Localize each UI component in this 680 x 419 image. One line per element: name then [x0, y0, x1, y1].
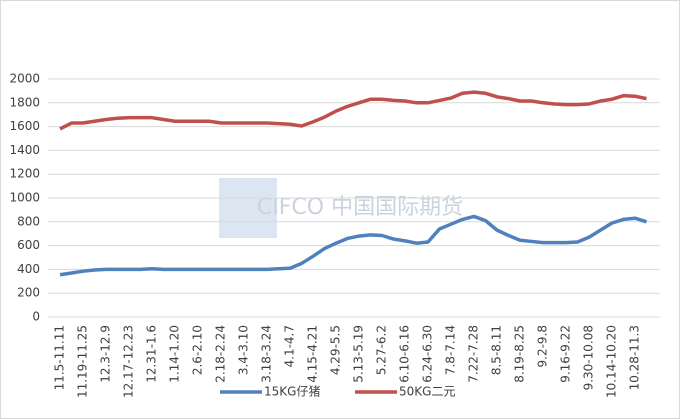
x-tick-label: 3.4-3.10 — [237, 325, 251, 375]
y-tick-label: 0 — [32, 310, 40, 324]
x-tick-label: 4.29-5.5 — [329, 325, 343, 375]
x-tick-label: 5.13-5.19 — [352, 325, 366, 383]
x-tick-label: 2.6-2.10 — [191, 325, 205, 375]
x-tick-label: 2.18-2.24 — [214, 325, 228, 383]
x-tick-label: 6.24-6.30 — [421, 325, 435, 383]
x-tick-label: 8.5-8.11 — [490, 325, 504, 375]
x-tick-label: 9.30-10.08 — [582, 325, 596, 390]
series-line — [59, 90, 647, 131]
legend-label: 15KG仔猪 — [264, 385, 320, 399]
legend-label: 50KG二元 — [399, 385, 455, 399]
y-tick-label: 1400 — [9, 143, 40, 157]
x-tick-label: 7.22-7.28 — [467, 325, 481, 383]
x-tick-label: 8.19-8.25 — [513, 325, 527, 383]
x-tick-label: 10.14-10.20 — [605, 325, 619, 398]
y-tick-label: 800 — [17, 214, 40, 228]
x-tick-label: 1.14-1.20 — [168, 325, 182, 383]
x-tick-label: 12.17-12.23 — [122, 325, 136, 398]
x-tick-label: 4.15-4.21 — [306, 325, 320, 383]
y-tick-label: 1200 — [9, 167, 40, 181]
x-tick-label: 4.1-4.7 — [283, 325, 297, 368]
x-tick-label: 11.5-11.11 — [53, 325, 67, 390]
x-tick-label: 6.10-6.16 — [398, 325, 412, 383]
x-tick-label: 12.31-1.6 — [145, 325, 159, 383]
y-tick-label: 1000 — [9, 191, 40, 205]
x-tick-label: 11.19-11.25 — [76, 325, 90, 398]
x-tick-label: 9.16-9.22 — [559, 325, 573, 383]
watermark-box — [219, 178, 277, 238]
x-tick-label: 10.28-11.3 — [628, 325, 642, 390]
x-tick-label: 12.3-12.9 — [99, 325, 113, 383]
y-tick-label: 1600 — [9, 119, 40, 133]
y-tick-label: 400 — [17, 262, 40, 276]
watermark: CIFCO 中国国际期货 — [257, 195, 463, 220]
x-tick-label: 9.2-9.8 — [536, 325, 550, 368]
x-tick-label: 3.18-3.24 — [260, 325, 274, 383]
series-line — [59, 214, 648, 277]
y-tick-label: 1800 — [9, 95, 40, 109]
x-tick-label: 5.27-6.2 — [375, 325, 389, 375]
y-tick-label: 200 — [17, 286, 40, 300]
y-tick-label: 600 — [17, 238, 40, 252]
y-tick-label: 2000 — [9, 72, 40, 86]
x-tick-label: 7.8-7.14 — [444, 325, 458, 375]
